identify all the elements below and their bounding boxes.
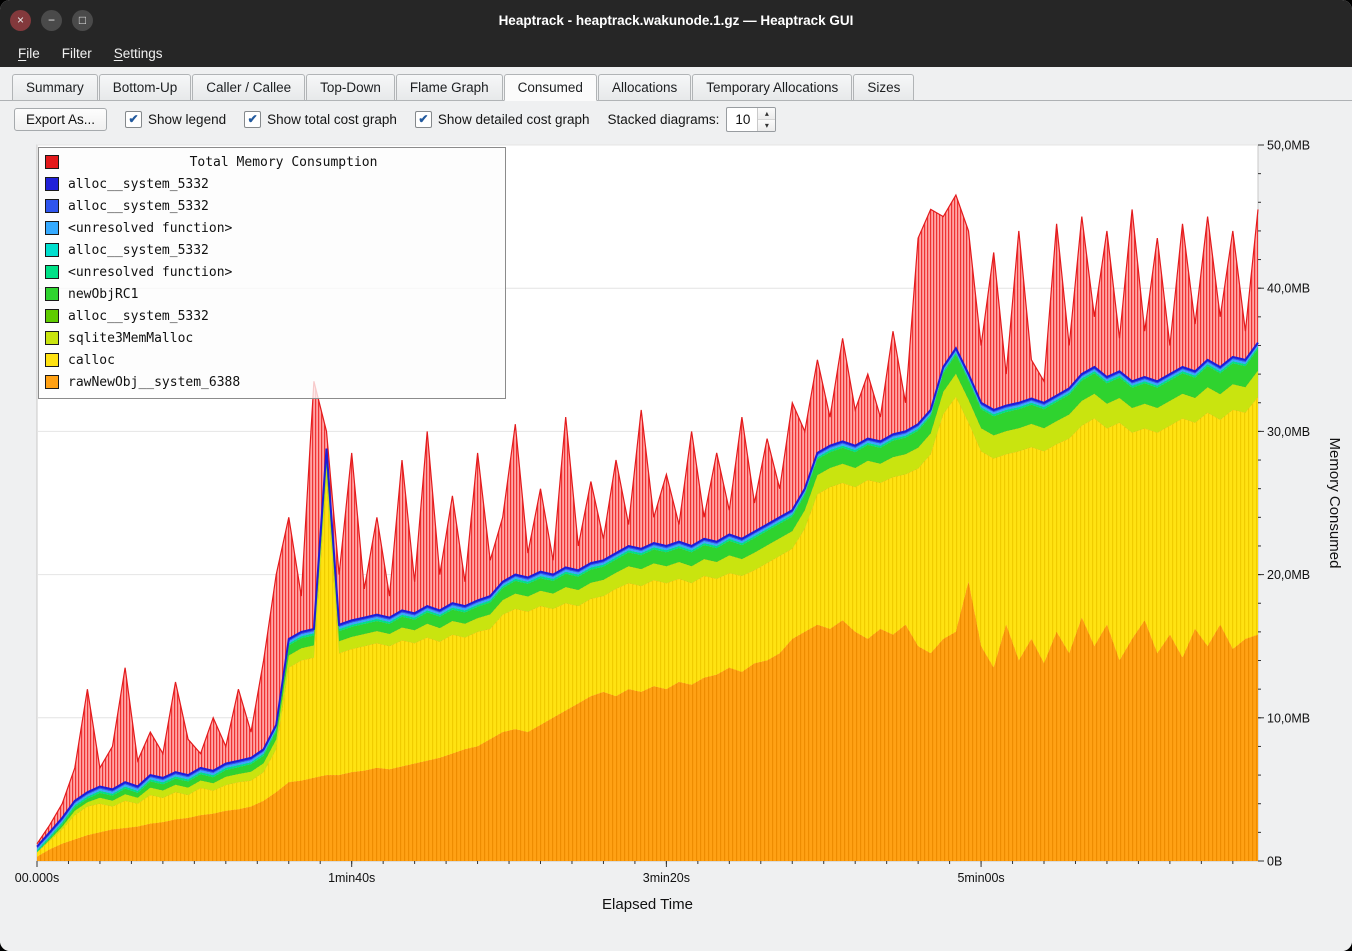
tab-temporary-allocations[interactable]: Temporary Allocations xyxy=(692,74,853,101)
menu-item-file[interactable]: File xyxy=(18,46,40,61)
window-title: Heaptrack - heaptrack.wakunode.1.gz — He… xyxy=(498,12,854,28)
spin-up-icon[interactable]: ▴ xyxy=(758,107,776,120)
stacked-diagrams-value[interactable]: 10 xyxy=(735,111,751,127)
y-tick-label: 10,0MB xyxy=(1267,711,1310,725)
x-tick-label: 5min00s xyxy=(957,871,1004,885)
checkbox-show-total-cost-graph[interactable]: ✔ xyxy=(244,110,262,128)
tab-caller-callee[interactable]: Caller / Callee xyxy=(192,74,306,101)
legend-item: alloc__system_5332 xyxy=(39,305,505,327)
spinner-arrows: ▴ ▾ xyxy=(757,107,776,131)
legend-item: alloc__system_5332 xyxy=(39,239,505,261)
legend-label: alloc__system_5332 xyxy=(68,176,209,192)
toolbar-checkboxes: ✔ Show legend ✔ Show total cost graph ✔ Show … xyxy=(125,110,590,128)
tab-bottom-up[interactable]: Bottom-Up xyxy=(98,74,192,101)
legend-label: sqlite3MemMalloc xyxy=(68,330,194,346)
legend-swatch xyxy=(45,221,59,235)
maximize-icon[interactable]: □ xyxy=(72,9,93,31)
checkbox-group-show-detailed-cost-graph[interactable]: ✔ Show detailed cost graph xyxy=(414,110,590,128)
tab-consumed[interactable]: Consumed xyxy=(503,74,597,101)
y-tick-label: 50,0MB xyxy=(1267,139,1310,153)
tab-sizes[interactable]: Sizes xyxy=(853,74,915,101)
menu-item-settings[interactable]: Settings xyxy=(113,46,163,61)
legend-label: alloc__system_5332 xyxy=(68,308,209,324)
series-area-newobjrc1 xyxy=(37,349,1258,853)
series-area-sqlite3memmalloc xyxy=(37,370,1258,853)
window-controls: × − □ xyxy=(0,9,93,31)
legend-item: newObjRC1 xyxy=(39,283,505,305)
tab-summary[interactable]: Summary xyxy=(12,74,98,101)
legend-item: <unresolved function> xyxy=(39,261,505,283)
y-axis-title: Memory Consumed xyxy=(1326,438,1343,569)
tab-bar: Summary Bottom-Up Caller / Callee Top-Down F… xyxy=(0,67,1352,101)
close-icon[interactable]: × xyxy=(10,9,31,31)
x-tick-label: 3min20s xyxy=(643,871,690,885)
stacked-diagrams-spinbox[interactable]: 10 ▴ ▾ xyxy=(726,106,777,132)
legend-title: Total Memory Consumption xyxy=(189,154,378,170)
checkbox-show-detailed-cost-graph[interactable]: ✔ xyxy=(414,110,432,128)
x-tick-label: 1min40s xyxy=(328,871,375,885)
legend-item: rawNewObj__system_6388 xyxy=(39,371,505,393)
tab-flame-graph[interactable]: Flame Graph xyxy=(395,74,503,101)
legend-swatch xyxy=(45,375,59,389)
legend-item: alloc__system_5332 xyxy=(39,173,505,195)
legend-swatch xyxy=(45,265,59,279)
legend-swatch xyxy=(45,287,59,301)
menu-bar: File Filter Settings xyxy=(0,40,1352,67)
checkbox-label: Show total cost graph xyxy=(267,111,397,127)
legend-label: alloc__system_5332 xyxy=(68,242,209,258)
legend-swatch xyxy=(45,353,59,367)
x-axis-title: Elapsed Time xyxy=(602,896,693,913)
legend-item: calloc xyxy=(39,349,505,371)
minimize-icon[interactable]: − xyxy=(41,9,62,31)
y-tick-label: 0B xyxy=(1267,855,1282,869)
series-line-total-memory xyxy=(36,193,1259,845)
y-tick-label: 30,0MB xyxy=(1267,425,1310,439)
legend-swatch xyxy=(45,199,59,213)
checkbox-show-legend[interactable]: ✔ xyxy=(125,110,143,128)
stacked-diagrams-group: Stacked diagrams: 10 ▴ ▾ xyxy=(607,106,777,132)
legend-item: sqlite3MemMalloc xyxy=(39,327,505,349)
checkbox-label: Show legend xyxy=(148,111,227,127)
title-bar: × − □ Heaptrack - heaptrack.wakunode.1.gz … xyxy=(0,0,1352,40)
spin-down-icon[interactable]: ▾ xyxy=(758,119,776,131)
legend-label: alloc__system_5332 xyxy=(68,198,209,214)
legend-label: newObjRC1 xyxy=(68,286,139,302)
legend-swatch xyxy=(45,155,59,169)
series-area-rawnewobj xyxy=(37,581,1258,861)
legend-label: rawNewObj__system_6388 xyxy=(68,374,241,390)
legend-swatch xyxy=(45,309,59,323)
checkbox-label: Show detailed cost graph xyxy=(437,111,590,127)
legend-item: alloc__system_5332 xyxy=(39,195,505,217)
export-as-button[interactable]: Export As... xyxy=(14,107,108,131)
legend-swatch xyxy=(45,243,59,257)
legend-label: <unresolved function> xyxy=(68,220,233,236)
y-tick-label: 40,0MB xyxy=(1267,282,1310,296)
memory-consumption-chart[interactable]: 0B 10,0MB 20,0MB 30,0MB 40,0MB 50,0MB 00.000s 1… xyxy=(0,137,1352,951)
legend-swatch xyxy=(45,177,59,191)
chart-legend: Total Memory Consumption alloc__system_53… xyxy=(38,147,506,399)
y-tick-label: 20,0MB xyxy=(1267,568,1310,582)
checkbox-group-show-total-cost-graph[interactable]: ✔ Show total cost graph xyxy=(244,110,397,128)
menu-item-filter[interactable]: Filter xyxy=(61,46,92,61)
series-area-calloc xyxy=(37,397,1258,857)
toolbar: Export As... ✔ Show legend ✔ Show total cos… xyxy=(0,101,1352,137)
legend-label: <unresolved function> xyxy=(68,264,233,280)
tab-top-down[interactable]: Top-Down xyxy=(306,74,395,101)
tab-allocations[interactable]: Allocations xyxy=(597,74,692,101)
stacked-diagrams-label: Stacked diagrams: xyxy=(607,111,720,127)
legend-item: <unresolved function> xyxy=(39,217,505,239)
chart-region: 0B 10,0MB 20,0MB 30,0MB 40,0MB 50,0MB 00.000s 1… xyxy=(0,137,1352,951)
series-line-alloc-system xyxy=(36,342,1259,848)
checkbox-group-show-legend[interactable]: ✔ Show legend xyxy=(125,110,227,128)
legend-title-row: Total Memory Consumption xyxy=(39,151,505,173)
legend-label: calloc xyxy=(68,352,115,368)
legend-swatch xyxy=(45,331,59,345)
x-tick-label: 00.000s xyxy=(15,871,59,885)
